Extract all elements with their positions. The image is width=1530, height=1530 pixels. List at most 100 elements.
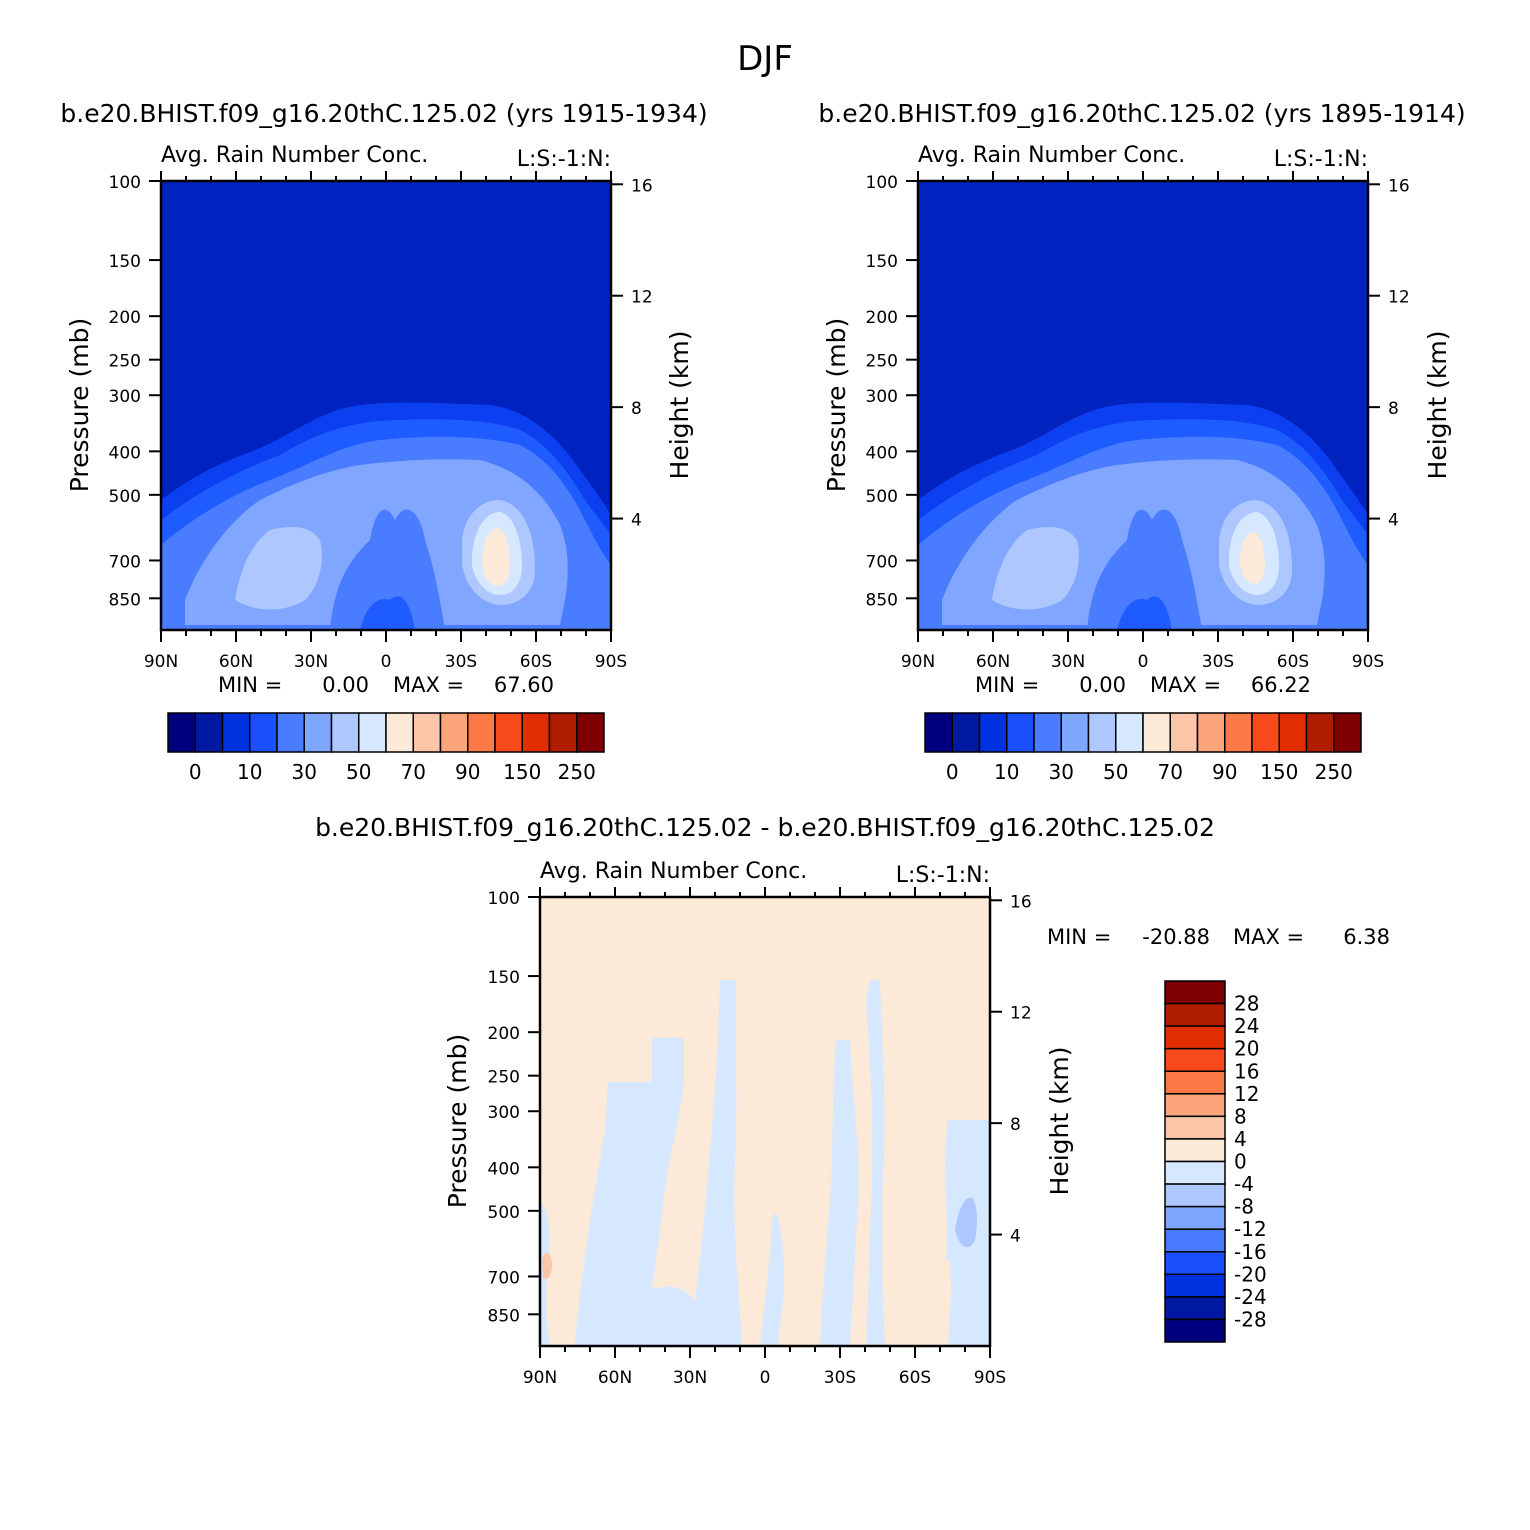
panel-a-x-tick-label: 30S [445, 652, 477, 672]
panel-c-p-tick-label: 300 [488, 1103, 520, 1123]
panel-b-colorbar-box [951, 712, 981, 753]
panel-c-p-tick-label: 400 [488, 1159, 520, 1179]
panel-a-colorbar-box [439, 712, 469, 753]
panel-c-x-tick-label: 60N [598, 1368, 632, 1388]
panel-a-colorbar-box [412, 712, 442, 753]
panel-b-height-tick-label: 16 [1388, 176, 1410, 196]
panel-b-x-tick-label: 90S [1352, 652, 1384, 672]
panel-c-max-value: 6.38 [1343, 925, 1390, 949]
panel-b-subtitle-right: L:S:-1:N: [1274, 147, 1368, 172]
panel-a-colorbar-label: 90 [455, 760, 480, 784]
panel-a-colorbar-label: 30 [292, 760, 317, 784]
panel-c-p-tick-label: 100 [488, 889, 520, 909]
panel-c-colorbar-label: 8 [1234, 1104, 1247, 1128]
panel-b-x-tick-label: 90N [901, 652, 935, 672]
panel-b-ylabel: Pressure (mb) [822, 318, 851, 492]
panel-b-height-tick-label: 8 [1388, 399, 1399, 419]
panel-c-colorbar-box [1164, 1273, 1226, 1298]
panel-a-contour-field [161, 181, 611, 630]
panel-c-p-tick-label: 200 [488, 1024, 520, 1044]
panel-c-colorbar-box [1164, 1205, 1226, 1230]
panel-c-colorbar-label: -24 [1234, 1285, 1267, 1309]
panel-b-colorbar-box [1305, 712, 1335, 753]
panel-c-x-tick-label: 60S [899, 1368, 931, 1388]
panel-a-colorbar-label: 10 [237, 760, 262, 784]
panel-b-colorbar-box [1333, 712, 1362, 753]
panel-a-max-label: MAX = [393, 673, 464, 697]
panel-b-p-tick-label: 300 [866, 387, 898, 407]
panel-a-height-tick-label: 4 [631, 511, 642, 531]
panel-b-p-tick-label: 150 [866, 252, 898, 272]
panel-a-p-tick-label: 200 [109, 308, 141, 328]
panel-c-height-tick-label: 8 [1010, 1115, 1021, 1135]
panel-b-colorbar-box [1224, 712, 1253, 753]
panel-a-colorbar-box [548, 712, 578, 753]
panel-b-x-tick-label: 30N [1051, 652, 1085, 672]
panel-b: b.e20.BHIST.f09_g16.20thC.125.02 (yrs 18… [818, 99, 1465, 784]
panel-a-p-tick-label: 850 [109, 590, 141, 610]
panel-a-colorbar-box [276, 712, 305, 753]
panel-b-height-tick-label: 4 [1388, 511, 1399, 531]
panel-a-min-label: MIN = [218, 673, 282, 697]
panel-c-x-tick-label: 90N [523, 1368, 557, 1388]
panel-c-colorbar-box [1164, 1047, 1226, 1072]
panel-a-p-tick-label: 300 [109, 387, 141, 407]
panel-c-case-label: b.e20.BHIST.f09_g16.20thC.125.02 - b.e20… [315, 813, 1215, 842]
panel-b-colorbar-label: 90 [1212, 760, 1237, 784]
panel-c-p-tick-label: 700 [488, 1268, 520, 1288]
panel-b-max-value: 66.22 [1251, 673, 1311, 697]
panel-c-max-label: MAX = [1233, 925, 1304, 949]
panel-c-p-tick-label: 150 [488, 968, 520, 988]
panel-b-colorbar-label: 250 [1315, 760, 1353, 784]
panel-c-colorbar-box [1164, 1138, 1226, 1163]
panel-b-colorbar-box [1006, 712, 1035, 753]
panel-a-x-tick-label: 0 [381, 652, 392, 672]
panel-c: b.e20.BHIST.f09_g16.20thC.125.02 - b.e20… [315, 813, 1390, 1388]
panel-b-colorbar-label: 0 [946, 760, 959, 784]
panel-a-colorbar-box [521, 712, 551, 753]
panel-b-ylabel-right: Height (km) [1423, 331, 1452, 480]
panel-b-colorbar-box [978, 712, 1008, 753]
panel-b-colorbar-box [1278, 712, 1308, 753]
panel-a-p-tick-label: 100 [109, 173, 141, 193]
panel-a-ylabel-right: Height (km) [665, 331, 694, 480]
panel-a-colorbar-box [385, 712, 414, 753]
panel-a-max-value: 67.60 [494, 673, 554, 697]
panel-b-colorbar-label: 10 [994, 760, 1019, 784]
panel-b-colorbar-box [1033, 712, 1062, 753]
panel-c-p-tick-label: 500 [488, 1203, 520, 1223]
panel-b-colorbar-box [924, 712, 953, 753]
panel-c-colorbar-label: -20 [1234, 1262, 1267, 1286]
panel-a-colorbar-label: 0 [189, 760, 202, 784]
panel-a-height-tick-label: 16 [631, 176, 653, 196]
panel-a-min-value: 0.00 [322, 673, 369, 697]
panel-a-colorbar-box [494, 712, 523, 753]
panel-a-colorbar-box [303, 712, 333, 753]
panel-b-min-label: MIN = [975, 673, 1039, 697]
panel-a-x-tick-label: 60N [219, 652, 253, 672]
panel-a-colorbar-box [467, 712, 496, 753]
panel-c-colorbar-label: 24 [1234, 1014, 1259, 1038]
panel-b-x-tick-label: 0 [1138, 652, 1149, 672]
panel-b-x-tick-label: 60S [1277, 652, 1309, 672]
panel-b-colorbar-label: 150 [1260, 760, 1298, 784]
panel-c-x-tick-label: 90S [974, 1368, 1006, 1388]
panel-a-p-tick-label: 700 [109, 552, 141, 572]
panel-a-subtitle-right: L:S:-1:N: [517, 147, 611, 172]
panel-c-colorbar-box [1164, 1183, 1226, 1208]
panel-b-colorbar-label: 70 [1158, 760, 1183, 784]
panel-c-height-tick-label: 12 [1010, 1004, 1032, 1024]
panel-b-p-tick-label: 850 [866, 590, 898, 610]
panel-c-colorbar-box [1164, 1093, 1226, 1118]
panel-a-x-tick-label: 60S [520, 652, 552, 672]
panel-b-height-tick-label: 12 [1388, 288, 1410, 308]
panel-c-colorbar-label: -12 [1234, 1217, 1267, 1241]
panel-a-colorbar-label: 70 [401, 760, 426, 784]
panel-a-x-tick-label: 30N [294, 652, 328, 672]
panel-b-p-tick-label: 100 [866, 173, 898, 193]
panel-b-min-value: 0.00 [1079, 673, 1126, 697]
panel-b-p-tick-label: 700 [866, 552, 898, 572]
panel-b-colorbar-box [1142, 712, 1171, 753]
panel-a-colorbar-label: 50 [346, 760, 371, 784]
panel-c-colorbar-label: 4 [1234, 1127, 1247, 1151]
